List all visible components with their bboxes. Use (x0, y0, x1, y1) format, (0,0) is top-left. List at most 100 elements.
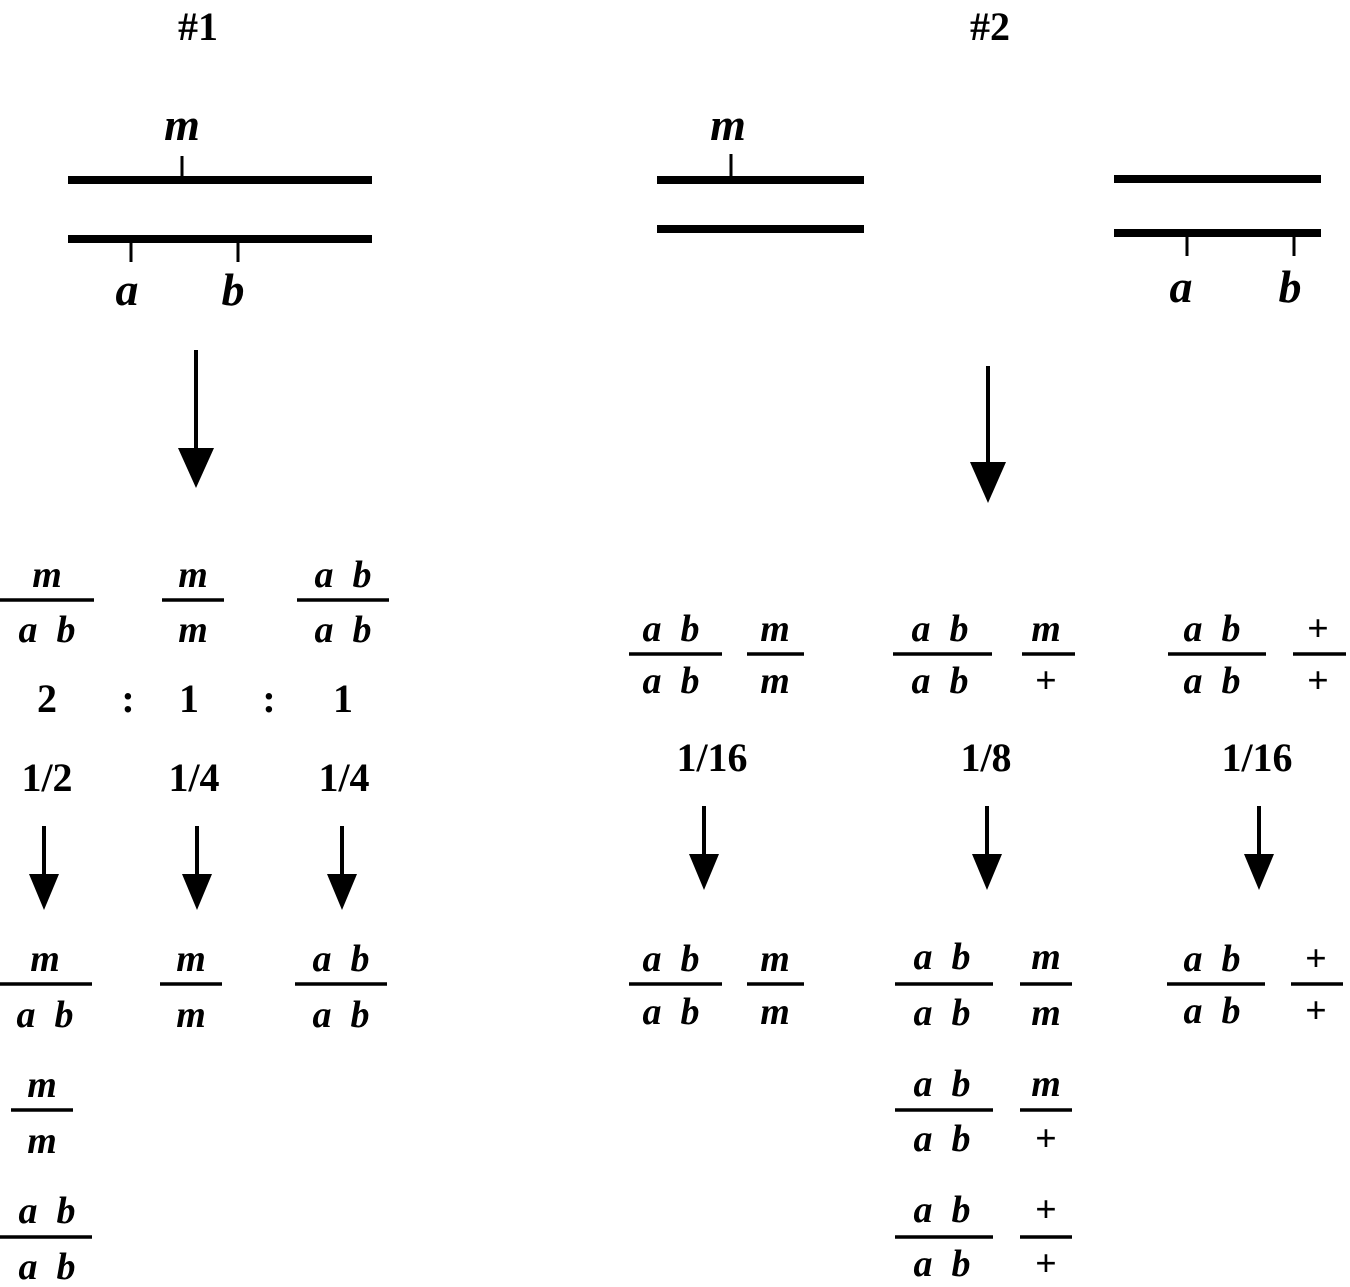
gene-label-m: m (710, 99, 746, 150)
panel-2-chromosome-pair-right: a b (1114, 175, 1321, 312)
genotype-class: m m (162, 554, 224, 651)
fraction-bottom: + (1307, 660, 1329, 702)
ratio-colon: : (262, 676, 275, 721)
genotype-class: a b a b + + (1168, 608, 1346, 702)
ratio-row: 2 : 1 : 1 (37, 676, 353, 721)
gene-label-a: a (1170, 261, 1193, 312)
panel-1-title: #1 (178, 4, 218, 49)
fraction-top: a b (643, 608, 700, 650)
fraction-top: a b (912, 608, 969, 650)
down-arrow (178, 350, 214, 488)
panel-2: #2 m a b a b a b m m (629, 4, 1346, 1285)
fraction-bottom: a b (914, 992, 971, 1034)
genotype-class: a b a b m + (893, 608, 1075, 702)
fraction-top: m (32, 554, 62, 596)
panel-2-chromosome-pair-left: m (657, 99, 864, 233)
ratio-value: 1 (333, 676, 353, 721)
fraction-bottom: + (1305, 990, 1327, 1032)
fraction-bottom: a b (19, 1246, 76, 1287)
ratio-colon: : (121, 676, 134, 721)
fraction-top: a b (1184, 608, 1241, 650)
fraction-bottom: a b (912, 660, 969, 702)
genotype-class: a b a b (297, 554, 389, 651)
fraction-top: a b (914, 936, 971, 978)
down-arrow (327, 826, 357, 910)
probability-label: 1/2 (21, 755, 72, 800)
fraction-top: a b (914, 1189, 971, 1231)
fraction-bottom: m (176, 994, 206, 1036)
fraction-top: a b (1184, 938, 1241, 980)
fraction-bottom: a b (643, 660, 700, 702)
fraction-bottom: m (760, 991, 790, 1033)
offspring-genotype: m m (11, 1064, 73, 1162)
down-arrow (1244, 806, 1274, 890)
ratio-value: 1 (179, 676, 199, 721)
fraction-bottom: a b (17, 994, 74, 1036)
fraction-top: m (760, 938, 790, 980)
panel-1: #1 m a b m a b m m a b (0, 4, 389, 1287)
offspring-genotype: a b a b (0, 1190, 92, 1287)
gene-label-b: b (1279, 261, 1302, 312)
fraction-top: a b (315, 554, 372, 596)
fraction-top: m (1031, 1063, 1061, 1105)
fraction-top: a b (643, 938, 700, 980)
probability-row: 1/2 1/4 1/4 (21, 755, 369, 800)
down-arrow (970, 366, 1006, 503)
fraction-top: m (1031, 608, 1061, 650)
fraction-bottom: + (1035, 1118, 1057, 1160)
fraction-top: m (30, 938, 60, 980)
fraction-bottom: a b (643, 991, 700, 1033)
fraction-bottom: m (760, 660, 790, 702)
probability-label: 1/4 (318, 755, 369, 800)
fraction-bottom: a b (19, 609, 76, 651)
probability-label: 1/16 (1221, 735, 1292, 780)
probability-label: 1/4 (168, 755, 219, 800)
genotype-class: a b a b m m (629, 608, 804, 702)
down-arrow (29, 826, 59, 910)
fraction-bottom: + (1035, 1243, 1057, 1285)
fraction-top: + (1305, 938, 1327, 980)
offspring-genotype: a b a b m m (895, 936, 1072, 1034)
fraction-bottom: a b (1184, 990, 1241, 1032)
down-arrow (182, 826, 212, 910)
fraction-top: m (176, 938, 206, 980)
genotype-class: m a b (0, 554, 94, 651)
fraction-bottom: a b (1184, 660, 1241, 702)
gene-label-m: m (164, 99, 200, 150)
fraction-top: m (27, 1064, 57, 1106)
fraction-top: m (1031, 936, 1061, 978)
fraction-top: + (1307, 608, 1329, 650)
offspring-genotype: a b a b + + (1167, 938, 1343, 1032)
fraction-top: m (178, 554, 208, 596)
fraction-bottom: m (178, 609, 208, 651)
fraction-top: + (1035, 1189, 1057, 1231)
down-arrow (689, 806, 719, 890)
offspring-genotype: a b a b m m (629, 938, 804, 1033)
offspring-genotype: m a b (0, 938, 92, 1036)
fraction-bottom: a b (313, 994, 370, 1036)
offspring-genotype: a b a b + + (895, 1189, 1072, 1285)
down-arrow (972, 806, 1002, 890)
panel-2-title: #2 (970, 4, 1010, 49)
fraction-top: a b (914, 1063, 971, 1105)
offspring-genotype: m m (160, 938, 222, 1036)
panel-1-chromosome-pair: m a b (68, 99, 372, 315)
fraction-top: a b (313, 938, 370, 980)
fraction-bottom: a b (315, 609, 372, 651)
fraction-bottom: m (27, 1120, 57, 1162)
offspring-genotype: a b a b m + (895, 1063, 1072, 1160)
fraction-bottom: a b (914, 1118, 971, 1160)
fraction-bottom: m (1031, 992, 1061, 1034)
probability-row: 1/16 1/8 1/16 (676, 735, 1292, 780)
ratio-value: 2 (37, 676, 57, 721)
gene-label-a: a (116, 264, 139, 315)
fraction-bottom: + (1035, 660, 1057, 702)
fraction-top: a b (19, 1190, 76, 1232)
fraction-top: m (760, 608, 790, 650)
probability-label: 1/8 (960, 735, 1011, 780)
fraction-bottom: a b (914, 1243, 971, 1285)
probability-label: 1/16 (676, 735, 747, 780)
offspring-genotype: a b a b (295, 938, 387, 1036)
gene-label-b: b (222, 264, 245, 315)
